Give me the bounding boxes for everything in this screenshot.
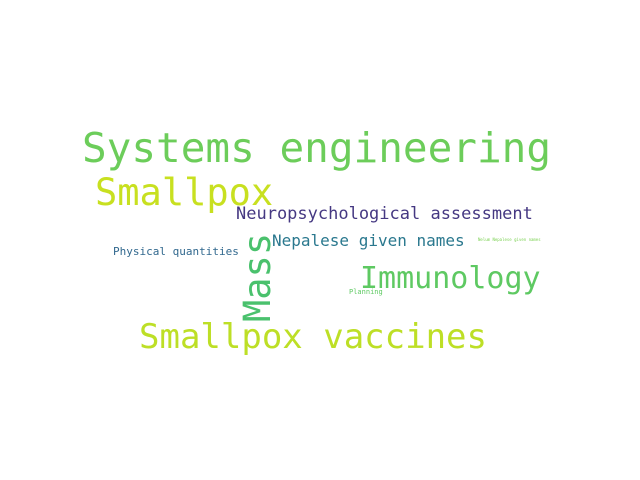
word-neuropsychological-assessment: Neuropsychological assessment xyxy=(236,204,533,224)
word-mass: Mass xyxy=(236,232,279,322)
word-physical-quantities: Physical quantities xyxy=(113,245,239,258)
word-smallpox-vaccines: Smallpox vaccines xyxy=(139,317,487,357)
word-planning: Planning xyxy=(349,288,383,296)
word-smallpox: Smallpox xyxy=(95,171,274,214)
word-immunology: Immunology xyxy=(360,261,541,296)
word-nepalese-given-names: Nepalese given names xyxy=(272,231,465,250)
word-tiny-term: Nelum Nepalese given names xyxy=(478,237,541,242)
word-systems-engineering: Systems engineering xyxy=(82,124,551,172)
